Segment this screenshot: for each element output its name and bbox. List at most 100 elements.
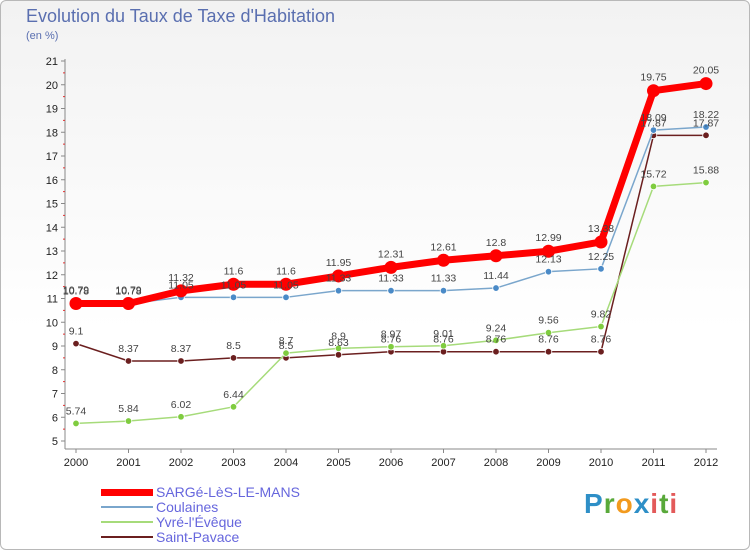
y-tick-label: 12 [46, 270, 58, 282]
proxiti-logo: Proxiti [584, 488, 678, 520]
data-point [69, 296, 83, 310]
y-tick-label: 9 [52, 341, 58, 353]
data-point [702, 178, 710, 187]
data-point [177, 357, 185, 365]
data-label: 5.84 [118, 403, 139, 415]
data-label: 6.02 [171, 399, 192, 411]
legend-item: SARGé-LèS-LE-MANS [101, 485, 401, 500]
data-label: 17.87 [693, 117, 719, 129]
data-point [334, 286, 343, 295]
legend-swatch [101, 521, 153, 523]
chart-title: Evolution du Taux de Taxe d'Habitation [26, 6, 335, 26]
data-label: 12.31 [378, 248, 404, 260]
data-point [334, 344, 343, 353]
data-label: 8.76 [433, 334, 454, 346]
x-tick-label: 2002 [169, 457, 193, 469]
data-point [124, 357, 133, 365]
logo-letter: r [603, 488, 616, 519]
data-label: 11.05 [273, 279, 299, 291]
data-point [492, 284, 500, 292]
data-label: 11.32 [168, 272, 194, 284]
data-label: 15.88 [693, 165, 719, 177]
x-tick-label: 2012 [694, 457, 718, 469]
y-tick-label: 21 [46, 56, 58, 68]
legend-item: Saint-Pavace [101, 530, 401, 545]
x-tick-label: 2011 [642, 457, 666, 469]
data-label: 12.99 [535, 232, 561, 244]
data-label: 11.6 [224, 265, 244, 277]
x-tick-label: 2003 [221, 457, 245, 469]
data-label: 18.22 [693, 109, 719, 121]
data-label: 18.09 [640, 112, 666, 124]
data-point [597, 265, 605, 273]
data-label: 8.76 [381, 334, 402, 346]
x-tick-label: 2010 [589, 457, 613, 469]
data-label: 6.44 [223, 389, 244, 401]
data-point [279, 277, 293, 291]
legend-swatch [101, 489, 153, 496]
x-tick-label: 2009 [536, 457, 560, 469]
data-point [332, 269, 345, 283]
data-point [649, 126, 658, 134]
logo-letter: x [633, 488, 651, 519]
legend-label: Saint-Pavace [156, 529, 240, 545]
data-label: 9.1 [69, 326, 84, 338]
y-tick-label: 7 [52, 389, 58, 401]
data-label: 8.5 [279, 340, 294, 352]
data-label: 8.7 [279, 335, 294, 347]
data-label: 8.9 [331, 330, 346, 342]
data-label: 8.5 [226, 340, 241, 352]
legend-swatch [101, 536, 153, 538]
data-point [492, 336, 500, 344]
chart-subtitle: (en %) [26, 30, 59, 42]
data-point [647, 84, 660, 98]
x-tick-label: 2008 [484, 457, 508, 469]
data-point [229, 403, 238, 411]
data-label: 15.72 [640, 168, 666, 180]
logo-letter: o [615, 488, 634, 519]
data-label: 9.56 [538, 315, 559, 327]
logo-letter: i [650, 488, 660, 519]
data-point [544, 267, 553, 276]
data-label: 19.75 [640, 72, 666, 84]
data-label: 11.05 [168, 279, 194, 291]
x-tick-label: 2006 [379, 457, 403, 469]
data-label: 17.87 [640, 117, 666, 129]
data-point [542, 244, 555, 258]
y-tick-label: 11 [47, 294, 58, 306]
y-tick-label: 6 [52, 412, 58, 424]
data-point [702, 123, 710, 131]
y-tick-label: 5 [52, 436, 58, 448]
data-label: 8.76 [486, 334, 507, 346]
data-point [387, 286, 395, 295]
legend-item: Yvré-l'Évêque [101, 515, 401, 530]
data-point [227, 277, 240, 291]
legend-label: SARGé-LèS-LE-MANS [156, 484, 300, 500]
data-point [174, 284, 188, 298]
legend-label: Coulaines [156, 499, 219, 515]
data-label: 11.95 [326, 257, 352, 269]
data-label: 12.13 [535, 254, 561, 266]
logo-letter: t [659, 488, 670, 519]
y-tick-label: 10 [46, 317, 58, 329]
data-label: 8.97 [381, 329, 402, 341]
data-label: 8.37 [118, 343, 139, 355]
data-point [649, 182, 658, 191]
data-point [282, 349, 290, 357]
y-tick-label: 8 [52, 365, 58, 377]
y-tick-label: 17 [46, 151, 58, 163]
data-point [492, 348, 500, 356]
y-tick-label: 14 [46, 222, 58, 234]
data-label: 12.61 [430, 241, 456, 253]
data-point [439, 286, 448, 295]
logo-letter: i [669, 488, 679, 519]
y-tick-label: 13 [46, 246, 58, 258]
data-label: 5.74 [66, 405, 87, 417]
data-label: 11.33 [378, 273, 404, 285]
legend-swatch [101, 506, 153, 508]
legend-label: Yvré-l'Évêque [156, 514, 242, 530]
data-point [229, 293, 238, 302]
x-tick-label: 2001 [116, 457, 140, 469]
data-point [597, 348, 605, 356]
